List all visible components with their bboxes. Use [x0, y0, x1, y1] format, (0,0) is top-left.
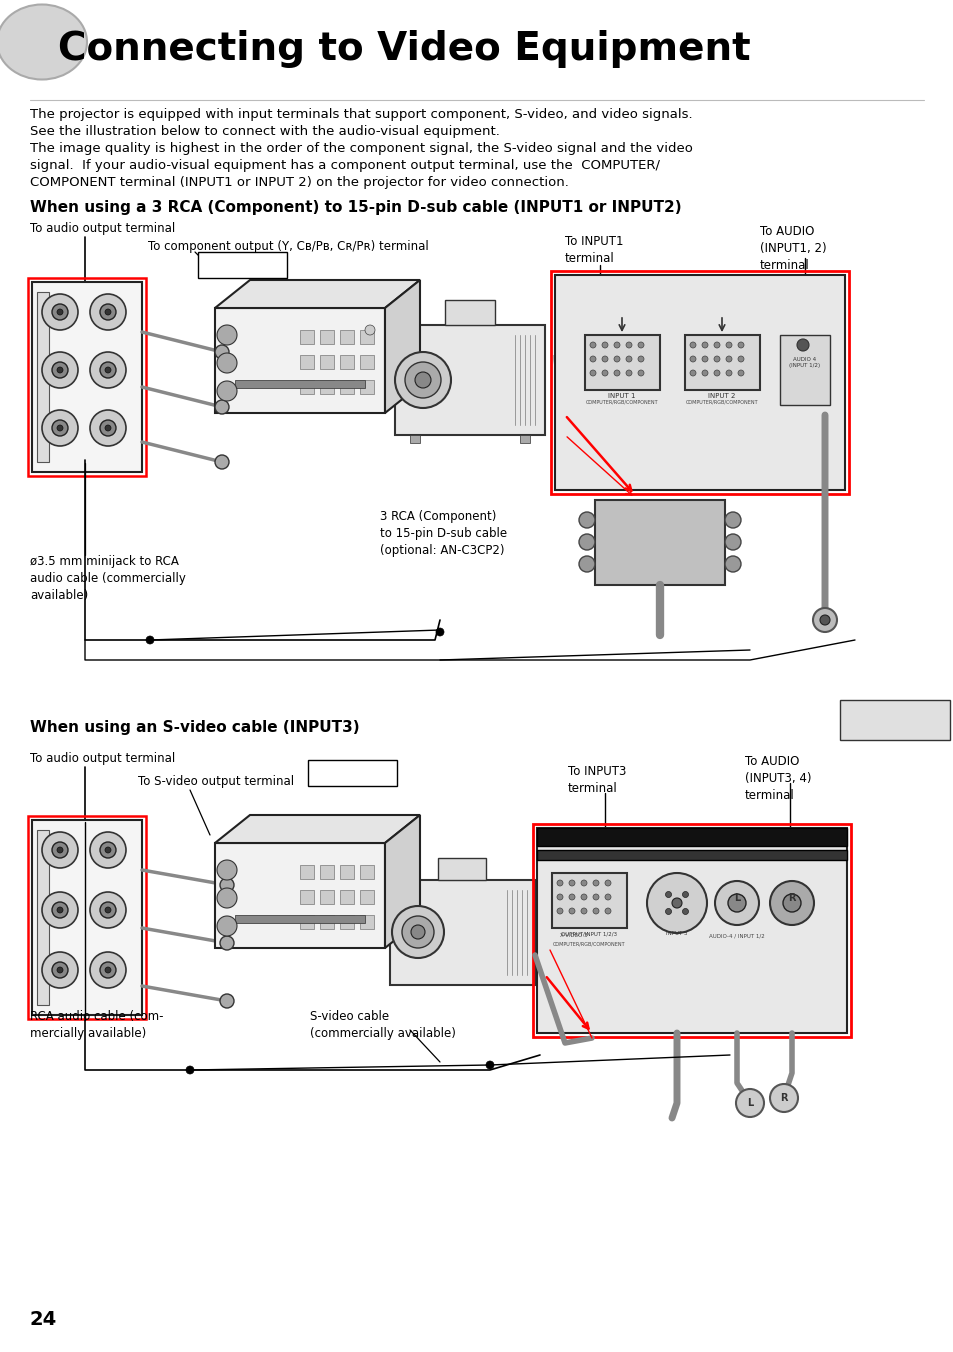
Ellipse shape: [568, 909, 575, 914]
Bar: [339, 356, 354, 369]
Ellipse shape: [105, 366, 111, 373]
Ellipse shape: [713, 370, 720, 376]
Ellipse shape: [638, 356, 643, 362]
Ellipse shape: [557, 894, 562, 900]
Bar: [551, 270, 848, 493]
Text: To AUDIO
(INPUT1, 2)
terminal: To AUDIO (INPUT1, 2) terminal: [760, 224, 825, 272]
Ellipse shape: [146, 635, 153, 644]
Text: AUDIO 4
(INPUT 1/2): AUDIO 4 (INPUT 1/2): [789, 357, 820, 368]
Ellipse shape: [604, 909, 610, 914]
Text: 24: 24: [30, 1310, 57, 1329]
Ellipse shape: [90, 892, 126, 927]
Bar: [555, 274, 844, 489]
Text: To audio output terminal: To audio output terminal: [30, 752, 175, 765]
Bar: [299, 380, 314, 393]
Bar: [537, 827, 846, 846]
Text: S-video cable
(commercially available): S-video cable (commercially available): [310, 1010, 456, 1040]
Polygon shape: [214, 280, 419, 308]
Bar: [552, 873, 626, 927]
Ellipse shape: [713, 356, 720, 362]
Ellipse shape: [405, 362, 440, 397]
Ellipse shape: [100, 902, 116, 918]
Text: To INPUT1
terminal: To INPUT1 terminal: [564, 235, 623, 265]
Ellipse shape: [701, 356, 707, 362]
Ellipse shape: [593, 880, 598, 886]
Bar: [684, 335, 760, 389]
Ellipse shape: [90, 293, 126, 330]
Ellipse shape: [392, 906, 443, 959]
Text: To audio output terminal: To audio output terminal: [30, 222, 175, 235]
Ellipse shape: [589, 342, 596, 347]
Text: signal.  If your audio-visual equipment has a component output terminal, use the: signal. If your audio-visual equipment h…: [30, 160, 659, 172]
Bar: [214, 844, 385, 948]
Bar: [359, 915, 374, 929]
Ellipse shape: [638, 370, 643, 376]
Ellipse shape: [713, 342, 720, 347]
Bar: [234, 380, 365, 388]
Ellipse shape: [604, 880, 610, 886]
Bar: [339, 380, 354, 393]
Bar: [584, 335, 659, 389]
Bar: [359, 330, 374, 343]
Bar: [519, 435, 530, 443]
Ellipse shape: [557, 880, 562, 886]
Bar: [299, 915, 314, 929]
Ellipse shape: [738, 356, 743, 362]
Ellipse shape: [578, 556, 595, 572]
Bar: [319, 915, 334, 929]
Ellipse shape: [220, 994, 233, 1009]
Ellipse shape: [100, 963, 116, 977]
Polygon shape: [214, 815, 419, 844]
Ellipse shape: [100, 842, 116, 859]
Ellipse shape: [601, 356, 607, 362]
Bar: [339, 890, 354, 904]
Ellipse shape: [216, 381, 236, 402]
Bar: [339, 865, 354, 879]
Ellipse shape: [0, 4, 87, 80]
Ellipse shape: [57, 425, 63, 431]
Bar: [339, 330, 354, 343]
Text: See the illustration below to connect with the audio-visual equipment.: See the illustration below to connect wi…: [30, 124, 499, 138]
Ellipse shape: [90, 352, 126, 388]
Ellipse shape: [601, 342, 607, 347]
Ellipse shape: [589, 370, 596, 376]
Ellipse shape: [214, 456, 229, 469]
Text: X-VIDEO 3: X-VIDEO 3: [559, 933, 587, 938]
Text: L: L: [746, 1098, 752, 1109]
Ellipse shape: [42, 352, 78, 388]
Ellipse shape: [216, 324, 236, 345]
Ellipse shape: [105, 907, 111, 913]
Ellipse shape: [57, 846, 63, 853]
Text: OUTPUT/INPUT 1/2/3: OUTPUT/INPUT 1/2/3: [560, 932, 617, 936]
Text: DVD, etc.: DVD, etc.: [324, 763, 379, 776]
Ellipse shape: [724, 512, 740, 529]
Ellipse shape: [769, 882, 813, 925]
Bar: [359, 865, 374, 879]
Ellipse shape: [90, 952, 126, 988]
Ellipse shape: [186, 1065, 193, 1073]
Ellipse shape: [42, 410, 78, 446]
Ellipse shape: [220, 877, 233, 892]
Ellipse shape: [701, 342, 707, 347]
Ellipse shape: [738, 370, 743, 376]
Text: RCA audio cable (com-
mercially available): RCA audio cable (com- mercially availabl…: [30, 1010, 163, 1040]
Ellipse shape: [52, 304, 68, 320]
Ellipse shape: [42, 293, 78, 330]
Ellipse shape: [100, 420, 116, 435]
Bar: [390, 880, 535, 986]
Ellipse shape: [214, 400, 229, 414]
Ellipse shape: [735, 1088, 763, 1117]
Ellipse shape: [52, 842, 68, 859]
Ellipse shape: [216, 860, 236, 880]
Ellipse shape: [415, 372, 431, 388]
Text: When using an S-video cable (INPUT3): When using an S-video cable (INPUT3): [30, 721, 359, 735]
Ellipse shape: [100, 304, 116, 320]
Ellipse shape: [671, 898, 681, 909]
Text: AUDIO-4 / INPUT 1/2: AUDIO-4 / INPUT 1/2: [708, 933, 764, 938]
Ellipse shape: [689, 342, 696, 347]
Ellipse shape: [738, 342, 743, 347]
Ellipse shape: [42, 831, 78, 868]
Bar: [359, 356, 374, 369]
Ellipse shape: [578, 512, 595, 529]
Ellipse shape: [593, 909, 598, 914]
